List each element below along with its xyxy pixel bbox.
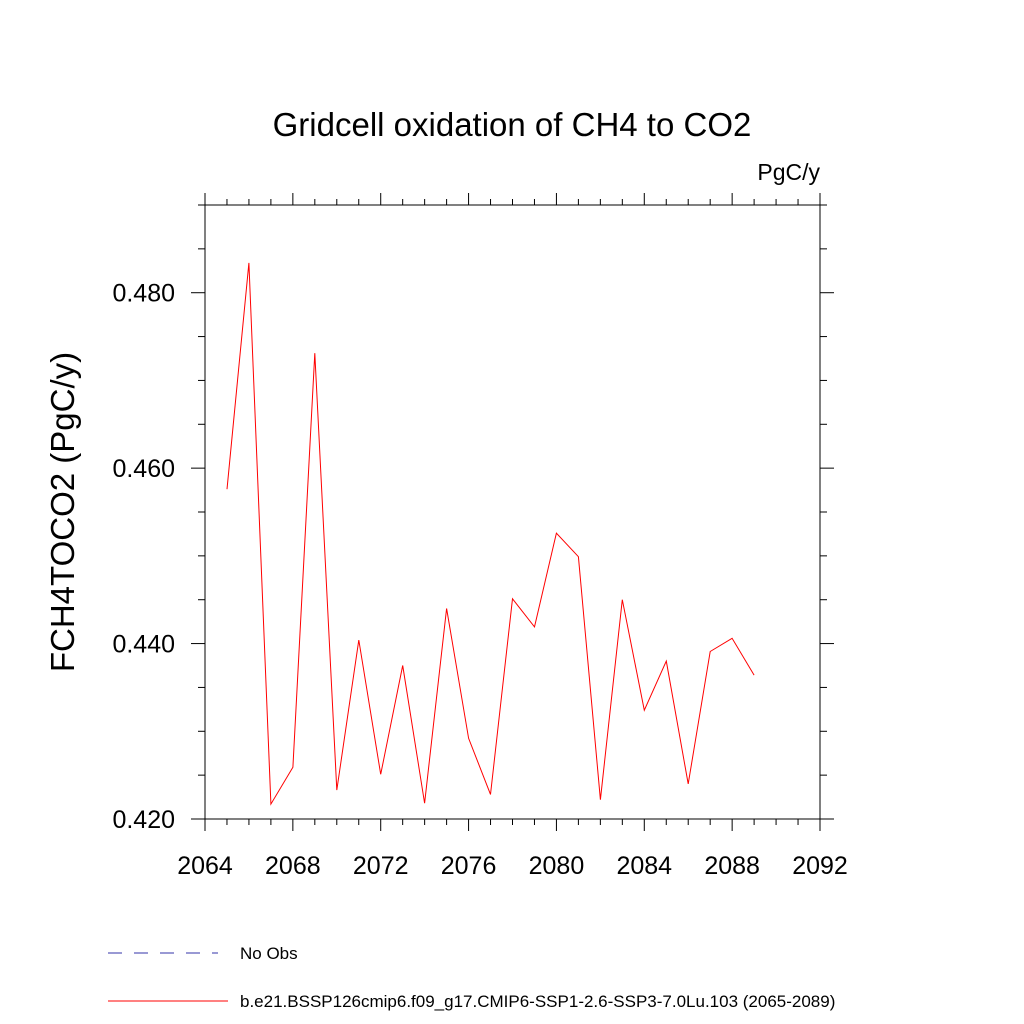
- chart-title: Gridcell oxidation of CH4 to CO2: [273, 106, 752, 143]
- y-tick-label: 0.420: [112, 806, 175, 834]
- y-tick-label: 0.460: [112, 455, 175, 483]
- x-tick-label: 2064: [177, 852, 233, 880]
- y-tick-label: 0.440: [112, 631, 175, 659]
- x-tick-label: 2088: [704, 852, 760, 880]
- x-tick-label: 2068: [265, 852, 321, 880]
- series-line: [226, 262, 755, 806]
- x-tick-label: 2092: [792, 852, 848, 880]
- axis-tick-labels: 2064 2068 2072 2076 2080 2084 2088 2092 0.420 0.4…: [112, 280, 847, 880]
- series-layer: [226, 262, 755, 806]
- x-tick-label: 2072: [353, 852, 409, 880]
- legend-label-no-obs: No Obs: [240, 944, 298, 963]
- legend: No Obs b.e21.BSSP126cmip6.f09_g17.CMIP6-…: [108, 944, 835, 1011]
- x-tick-label: 2080: [529, 852, 585, 880]
- x-tick-label: 2084: [616, 852, 672, 880]
- y-tick-label: 0.480: [112, 280, 175, 308]
- units-label: PgC/y: [757, 159, 820, 185]
- x-tick-label: 2076: [441, 852, 497, 880]
- y-axis-label: FCH4TOCO2 (PgC/y): [44, 352, 81, 672]
- legend-label-model-run: b.e21.BSSP126cmip6.f09_g17.CMIP6-SSP1-2.…: [240, 992, 835, 1011]
- axis-ticks: [191, 193, 834, 831]
- plot-frame: [204, 204, 821, 820]
